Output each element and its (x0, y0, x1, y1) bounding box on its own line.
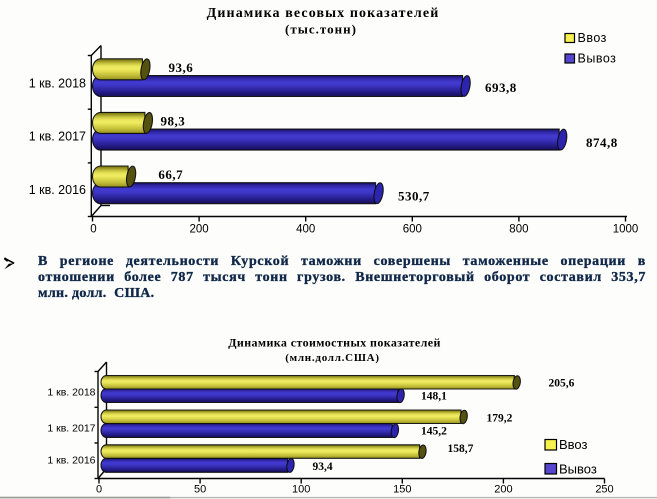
svg-text:148,1: 148,1 (421, 391, 447, 403)
svg-text:1 кв. 2017: 1 кв. 2017 (29, 130, 86, 144)
svg-text:50: 50 (194, 484, 206, 496)
svg-text:Ввоз: Ввоз (578, 31, 607, 45)
svg-text:1 кв. 2016: 1 кв. 2016 (29, 183, 86, 197)
svg-text:200: 200 (190, 224, 209, 236)
svg-text:179,2: 179,2 (487, 413, 513, 425)
svg-text:250: 250 (595, 484, 613, 496)
svg-text:530,7: 530,7 (398, 189, 430, 204)
svg-text:Динамика стоимостных показател: Динамика стоимостных показателей (228, 336, 441, 350)
svg-text:93,6: 93,6 (169, 60, 194, 75)
svg-text:Динамика весовых показателей: Динамика весовых показателей (207, 6, 440, 21)
svg-text:93,4: 93,4 (313, 461, 333, 473)
svg-text:150: 150 (393, 484, 411, 496)
svg-text:600: 600 (403, 224, 422, 236)
svg-text:1 кв. 2018: 1 кв. 2018 (47, 387, 95, 399)
svg-text:(млн.долл.США): (млн.долл.США) (285, 352, 380, 364)
svg-text:(тыс.тонн): (тыс.тонн) (285, 22, 357, 37)
svg-text:1 кв. 2017: 1 кв. 2017 (47, 423, 95, 435)
svg-text:Вывоз: Вывоз (559, 462, 597, 477)
svg-text:1000: 1000 (613, 224, 639, 236)
svg-text:1 кв. 2016: 1 кв. 2016 (47, 455, 95, 467)
svg-text:693,8: 693,8 (485, 80, 517, 95)
svg-text:874,8: 874,8 (586, 135, 618, 150)
svg-text:400: 400 (296, 224, 315, 236)
svg-text:205,6: 205,6 (549, 378, 575, 390)
svg-text:800: 800 (509, 224, 528, 236)
svg-text:145,2: 145,2 (421, 426, 447, 438)
svg-text:1 кв. 2018: 1 кв. 2018 (29, 77, 86, 91)
svg-text:100: 100 (292, 484, 310, 496)
svg-text:66,7: 66,7 (158, 167, 183, 182)
svg-text:200: 200 (494, 484, 512, 496)
svg-text:158,7: 158,7 (448, 443, 474, 455)
svg-text:Вывоз: Вывоз (578, 52, 617, 66)
svg-text:Ввоз: Ввоз (559, 437, 588, 452)
svg-text:98,3: 98,3 (161, 114, 186, 129)
svg-text:0: 0 (96, 484, 102, 496)
svg-text:0: 0 (90, 224, 96, 236)
